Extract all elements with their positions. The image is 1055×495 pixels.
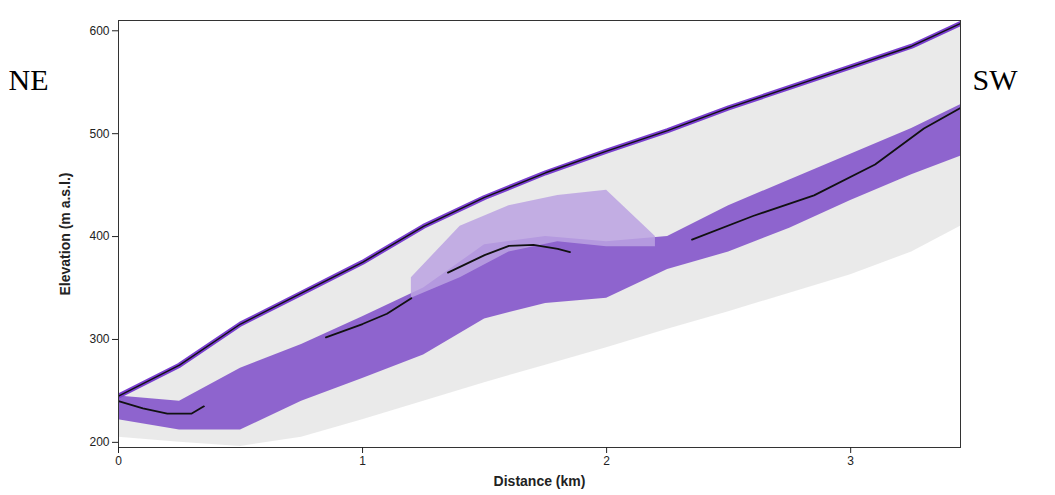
svg-text:2: 2 — [603, 454, 610, 468]
svg-text:200: 200 — [89, 435, 109, 449]
svg-text:300: 300 — [89, 332, 109, 346]
svg-text:NE: NE — [9, 63, 49, 96]
svg-text:SW: SW — [973, 63, 1019, 96]
svg-text:Elevation (m a.s.l.): Elevation (m a.s.l.) — [57, 173, 73, 296]
svg-text:400: 400 — [89, 229, 109, 243]
svg-text:1: 1 — [359, 454, 366, 468]
svg-text:0: 0 — [115, 454, 122, 468]
svg-text:500: 500 — [89, 127, 109, 141]
svg-text:3: 3 — [847, 454, 854, 468]
svg-text:Distance (km): Distance (km) — [494, 473, 586, 489]
svg-text:600: 600 — [89, 24, 109, 38]
